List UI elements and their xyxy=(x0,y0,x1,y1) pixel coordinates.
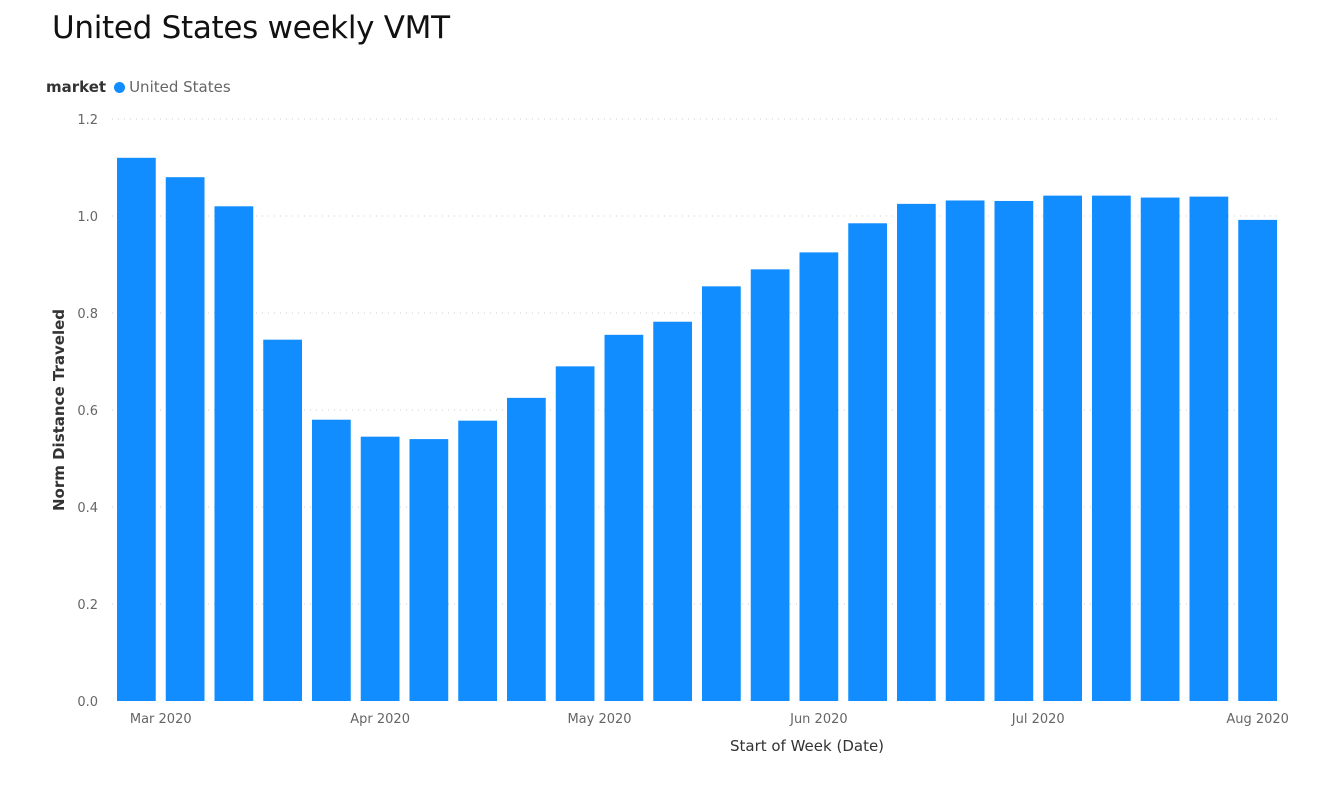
bar xyxy=(750,269,790,701)
bar xyxy=(1189,196,1229,701)
bar xyxy=(360,436,400,701)
bar xyxy=(165,177,205,701)
bar xyxy=(994,200,1034,701)
legend-title: market xyxy=(46,78,107,96)
bar xyxy=(1238,219,1277,701)
legend: market United States xyxy=(46,78,231,96)
bar xyxy=(897,203,936,701)
x-tick-label: Apr 2020 xyxy=(350,712,410,727)
x-tick-label: Aug 2020 xyxy=(1226,712,1289,727)
y-tick-label: 1.0 xyxy=(77,210,98,225)
y-tick-label: 0.6 xyxy=(77,404,98,419)
bar xyxy=(263,339,302,701)
y-tick-label: 0.0 xyxy=(77,695,98,710)
bar xyxy=(458,420,497,701)
x-tick-label: Mar 2020 xyxy=(130,712,192,727)
bar xyxy=(604,334,644,701)
bar xyxy=(555,366,595,701)
bar xyxy=(1140,197,1180,701)
bar xyxy=(1092,195,1131,701)
x-tick-label: Jun 2020 xyxy=(789,712,848,727)
x-axis-title: Start of Week (Date) xyxy=(730,737,884,755)
legend-marker xyxy=(114,81,126,93)
bar xyxy=(507,397,546,701)
bar xyxy=(214,206,254,702)
bar xyxy=(848,223,887,701)
y-tick-label: 1.2 xyxy=(77,113,98,128)
y-tick-label: 0.2 xyxy=(77,598,98,613)
bar xyxy=(409,439,449,701)
bar xyxy=(653,321,692,701)
bar xyxy=(117,157,156,702)
chart-title: United States weekly VMT xyxy=(52,10,450,46)
bar xyxy=(1043,195,1082,701)
bar xyxy=(945,200,985,702)
y-tick-label: 0.4 xyxy=(77,501,98,516)
bar xyxy=(702,286,741,701)
legend-entry[interactable]: United States xyxy=(129,78,231,96)
y-tick-label: 0.8 xyxy=(77,307,98,322)
bar xyxy=(799,252,839,701)
y-axis-title: Norm Distance Traveled xyxy=(50,309,68,511)
x-tick-label: May 2020 xyxy=(567,712,631,727)
bar xyxy=(312,419,351,701)
x-tick-label: Jul 2020 xyxy=(1011,712,1065,727)
